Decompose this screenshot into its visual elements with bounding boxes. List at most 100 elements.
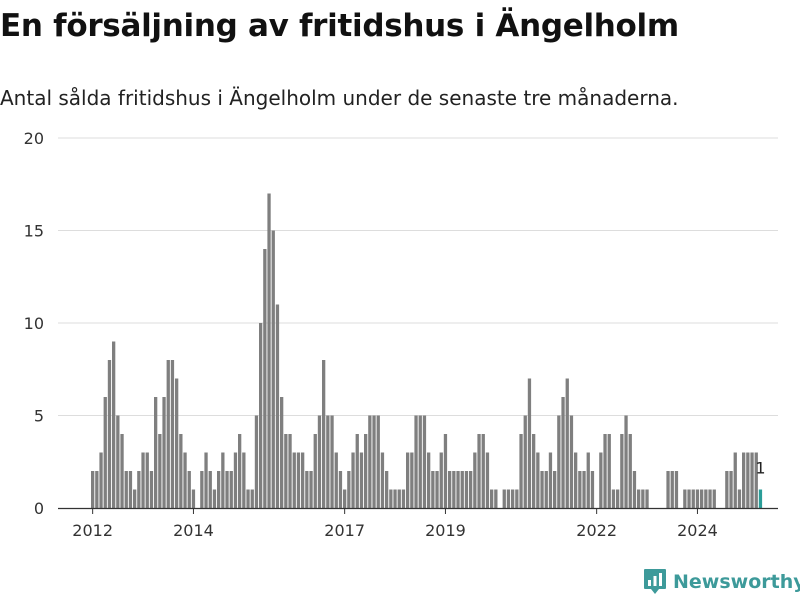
bar [343, 489, 347, 508]
bar [284, 434, 288, 508]
bar [473, 452, 477, 508]
bar [674, 471, 679, 508]
x-tick-label: 2012 [72, 521, 113, 540]
bar [372, 415, 376, 508]
bar [704, 489, 708, 508]
bar [565, 378, 569, 508]
bar [208, 471, 212, 508]
bar [574, 452, 578, 508]
bar [385, 471, 389, 508]
bar [599, 452, 603, 508]
bar [225, 471, 229, 508]
bar [569, 415, 574, 508]
bar [116, 415, 120, 508]
bar [124, 471, 128, 508]
bar [351, 452, 355, 508]
bar [439, 452, 443, 508]
bar [616, 489, 620, 508]
chart-subtitle: Antal sålda fritidshus i Ängelholm under… [0, 86, 679, 110]
newsworthy-logo[interactable]: Newsworthy [643, 568, 800, 595]
bar [149, 471, 154, 508]
bar [695, 489, 700, 508]
bar [254, 415, 259, 508]
bar [187, 471, 191, 508]
bar [670, 471, 674, 508]
bar [263, 249, 267, 508]
bar [557, 415, 561, 508]
bar [401, 489, 406, 508]
bar [628, 434, 632, 508]
bar [393, 489, 397, 508]
x-tick-label: 2019 [425, 521, 466, 540]
bar [683, 489, 687, 508]
bar [725, 471, 729, 508]
bar-chart: 0 5 10 15 20 1 2012 2014 2017 2019 2022 2024 [24, 129, 778, 540]
bar [229, 471, 233, 508]
bar [133, 489, 137, 508]
bar [359, 452, 364, 508]
bar [330, 415, 334, 508]
bar [292, 452, 296, 508]
bar [347, 471, 351, 508]
bar [737, 489, 742, 508]
bar [145, 452, 149, 508]
bar [632, 471, 637, 508]
bar [137, 471, 141, 508]
bar [469, 471, 473, 508]
bar [418, 415, 422, 508]
bar [175, 378, 179, 508]
bar [553, 471, 557, 508]
bar [536, 452, 540, 508]
bar [586, 452, 590, 508]
bar [481, 434, 485, 508]
bar [141, 452, 145, 508]
bar [422, 415, 427, 508]
bar [338, 471, 343, 508]
bar [523, 415, 527, 508]
bar [179, 434, 183, 508]
brand-name: Newsworthy [673, 570, 800, 593]
bar [754, 452, 758, 508]
bar [750, 452, 754, 508]
bar [620, 434, 624, 508]
x-tick-label: 2017 [324, 521, 365, 540]
bar [191, 489, 196, 508]
x-tick-label: 2024 [677, 521, 718, 540]
bar [326, 415, 330, 508]
bar [666, 471, 670, 508]
bar [368, 415, 372, 508]
bar [519, 434, 523, 508]
bar [464, 471, 469, 508]
bar [128, 471, 133, 508]
bar [376, 415, 380, 508]
data-label: 1 [755, 459, 765, 478]
bar [603, 434, 607, 508]
bar [406, 452, 410, 508]
bar [364, 434, 368, 508]
bar-highlight [758, 489, 763, 508]
bar [746, 452, 750, 508]
bar [309, 471, 313, 508]
bar [691, 489, 695, 508]
bar [120, 434, 124, 508]
bar [95, 471, 99, 508]
bar [561, 397, 565, 508]
bar [708, 489, 712, 508]
bar [527, 378, 532, 508]
bar [532, 434, 536, 508]
bar [183, 452, 187, 508]
bar [687, 489, 691, 508]
bar [217, 471, 221, 508]
bar [162, 397, 166, 508]
bar [590, 471, 595, 508]
bar [246, 489, 250, 508]
bar [448, 471, 452, 508]
bar [624, 415, 628, 508]
bar [204, 452, 208, 508]
bar [410, 452, 414, 508]
bar [515, 489, 519, 508]
bar [414, 415, 418, 508]
bar [637, 489, 641, 508]
bar [271, 230, 275, 508]
bar [389, 489, 393, 508]
